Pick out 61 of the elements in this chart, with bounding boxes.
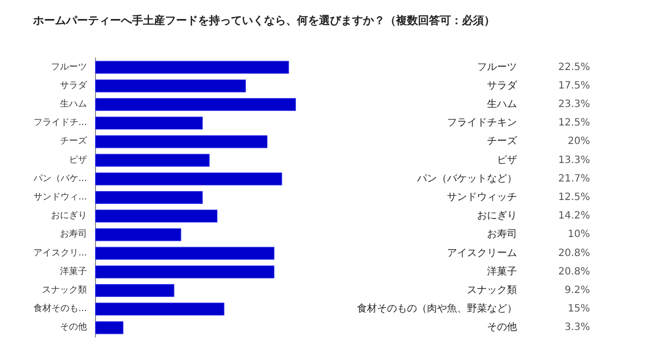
- text: 生ハム: [487, 98, 517, 110]
- data-label: 12.5%: [558, 192, 590, 203]
- bar: [95, 210, 218, 223]
- bar: [95, 98, 296, 112]
- text: アイスクリーム: [447, 248, 517, 259]
- y-tick-label: 生ハム: [60, 98, 87, 110]
- y-tick-label: サラダ: [60, 80, 88, 91]
- text: フルーツ: [477, 62, 517, 73]
- bar: [95, 246, 274, 260]
- bar: [95, 321, 124, 334]
- data-label: 15%: [568, 304, 590, 315]
- y-tick-label: チーズ: [60, 136, 88, 147]
- bar: [95, 302, 224, 316]
- text: サンドウィッチ: [447, 192, 517, 203]
- data-label: 23.3%: [558, 99, 590, 110]
- data-label: 21.7%: [558, 173, 590, 184]
- text: ピザ: [497, 154, 517, 166]
- data-label: 17.5%: [558, 80, 590, 92]
- data-label: 12.5%: [558, 118, 590, 129]
- y-tick-label: アイスクリ...: [33, 248, 87, 258]
- data-label: 14.2%: [558, 210, 590, 222]
- y-tick-label: ピザ: [69, 154, 87, 166]
- bar: [95, 79, 246, 92]
- text: パン（バケットなど）: [416, 173, 517, 184]
- text: 食材そのもの（肉や魚、野菜など）: [357, 302, 517, 315]
- chart-title: ホームパーティーへ手土産フードを持っていくなら、何を選びますか？（複数回答可：必須）: [32, 14, 495, 27]
- data-label: 20.8%: [558, 266, 590, 278]
- bar: [95, 135, 268, 148]
- data-label: 10%: [568, 229, 590, 240]
- data-label: 20.8%: [558, 248, 590, 259]
- text: スナック類: [467, 284, 517, 296]
- y-tick-label: フライドチ...: [33, 118, 87, 128]
- y-tick-label: その他: [60, 322, 87, 333]
- y-tick-label: 食材そのも...: [33, 303, 87, 314]
- bar: [95, 172, 282, 186]
- text: チーズ: [487, 135, 518, 148]
- data-label: 3.3%: [564, 322, 590, 334]
- y-tick-label: お寿司: [60, 228, 87, 240]
- y-tick-label: サンドウィ...: [33, 192, 87, 202]
- text: フライドチキン: [447, 118, 517, 129]
- bar: [95, 284, 174, 298]
- text: その他: [487, 321, 517, 334]
- text: おにぎり: [477, 210, 517, 222]
- text: 洋菓子: [487, 265, 517, 278]
- data-label: 9.2%: [564, 285, 590, 296]
- bar: [95, 228, 182, 242]
- y-tick-label: パン（バケ...: [32, 174, 87, 184]
- y-tick-label: おにぎり: [51, 211, 87, 222]
- bar: [95, 190, 203, 204]
- data-label: 22.5%: [558, 62, 590, 73]
- bar: [95, 154, 210, 167]
- y-tick-label: 洋菓子: [60, 266, 87, 277]
- bar: [95, 265, 274, 278]
- bar: [95, 116, 203, 130]
- text: お寿司: [487, 229, 517, 240]
- text: サラダ: [487, 79, 518, 92]
- y-tick-label: スナック類: [42, 284, 87, 296]
- data-label: 13.3%: [558, 154, 590, 166]
- bar: [95, 60, 290, 74]
- y-tick-label: フルーツ: [51, 62, 87, 72]
- data-label: 20%: [568, 136, 590, 148]
